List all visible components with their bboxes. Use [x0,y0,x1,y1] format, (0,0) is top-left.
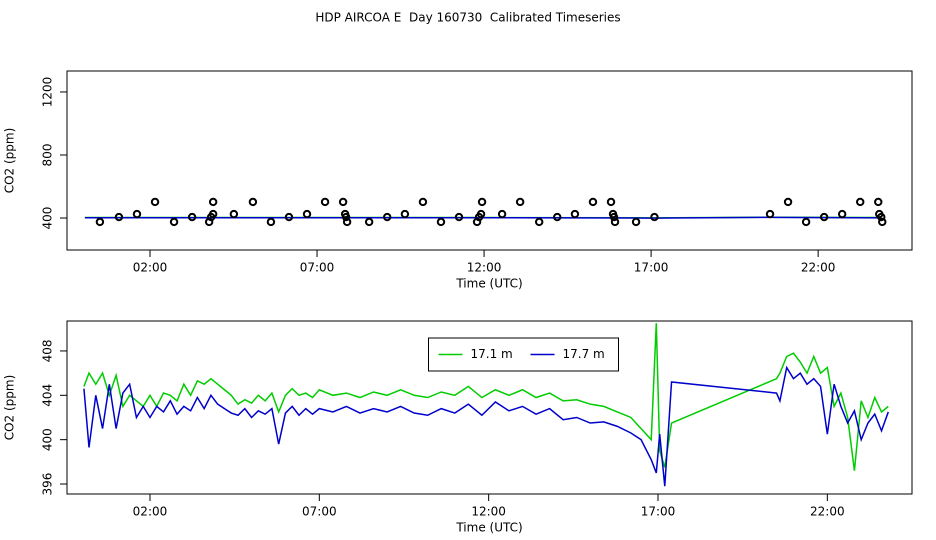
point [553,212,562,222]
y-tick-label: 400 [41,428,55,451]
series-line [84,216,882,219]
x-tick-label: 07:00 [300,261,335,275]
point [150,197,160,207]
x-tick-label: 22:00 [801,261,836,275]
point [114,212,124,222]
y-tick-label: 1200 [41,77,55,108]
point [874,197,883,207]
point [229,209,239,219]
x-tick-label: 22:00 [810,505,845,519]
point [382,212,392,222]
y-tick-label: 400 [41,207,55,230]
plot-frame [66,320,913,495]
point [284,212,294,222]
point [418,197,428,207]
x-tick-label: 17:00 [641,505,676,519]
y-tick-label: 408 [41,339,55,362]
series-line [83,323,889,471]
point [208,209,218,219]
point [570,209,580,219]
x-tick-label: 07:00 [302,505,337,519]
y-tick-label: 396 [41,473,55,496]
point [610,217,620,227]
panel: 02:00 07:00 12:00 17:00 22:00 400 800 1200 Time … [3,70,913,291]
legend-label: 17.1 m [471,347,513,361]
x-axis-title: Time (UTC) [455,277,522,291]
point [95,217,105,227]
y-axis-title: CO2 (ppm) [3,128,17,194]
point [187,212,197,222]
point [877,212,886,222]
x-tick-label: 02:00 [133,505,168,519]
point [837,209,847,219]
point [631,217,641,227]
legend: 17.1 m 17.7 m [428,337,619,372]
point [515,197,525,207]
panel: 02:00 07:00 12:00 17:00 22:00 396 400 404 408 Tim… [3,320,913,535]
y-tick-label: 800 [41,144,55,167]
x-tick-label: 12:00 [467,261,502,275]
point [609,212,619,222]
point [497,209,507,219]
point [878,217,887,227]
legend-label: 17.7 m [563,347,605,361]
plot-area [83,323,889,487]
y-axis-title: CO2 (ppm) [3,375,17,441]
point [320,197,330,207]
point [588,197,598,207]
point [342,217,352,227]
point [132,209,142,219]
y-tick-label: 404 [41,384,55,407]
page-title: HDP AIRCOA E Day 160730 Calibrated Times… [315,11,620,25]
point [169,217,179,227]
point [364,217,374,227]
point [338,197,348,207]
point [400,209,410,219]
series-line [83,365,889,487]
point [436,217,446,227]
point [476,209,486,219]
x-tick-label: 02:00 [133,261,168,275]
x-tick-label: 17:00 [634,261,669,275]
point [341,212,351,222]
plot-frame [66,70,913,251]
point [650,212,659,222]
point [454,212,464,222]
point [534,217,544,227]
point [248,197,258,207]
point [302,209,312,219]
point [266,217,276,227]
point [477,197,487,207]
point [765,209,775,219]
x-tick-label: 12:00 [471,505,506,519]
point [856,197,865,207]
point [801,217,811,227]
plot-area [84,216,882,219]
point [783,197,793,207]
point [819,212,829,222]
x-axis-title: Time (UTC) [455,521,522,535]
point [208,197,218,207]
point [606,197,616,207]
